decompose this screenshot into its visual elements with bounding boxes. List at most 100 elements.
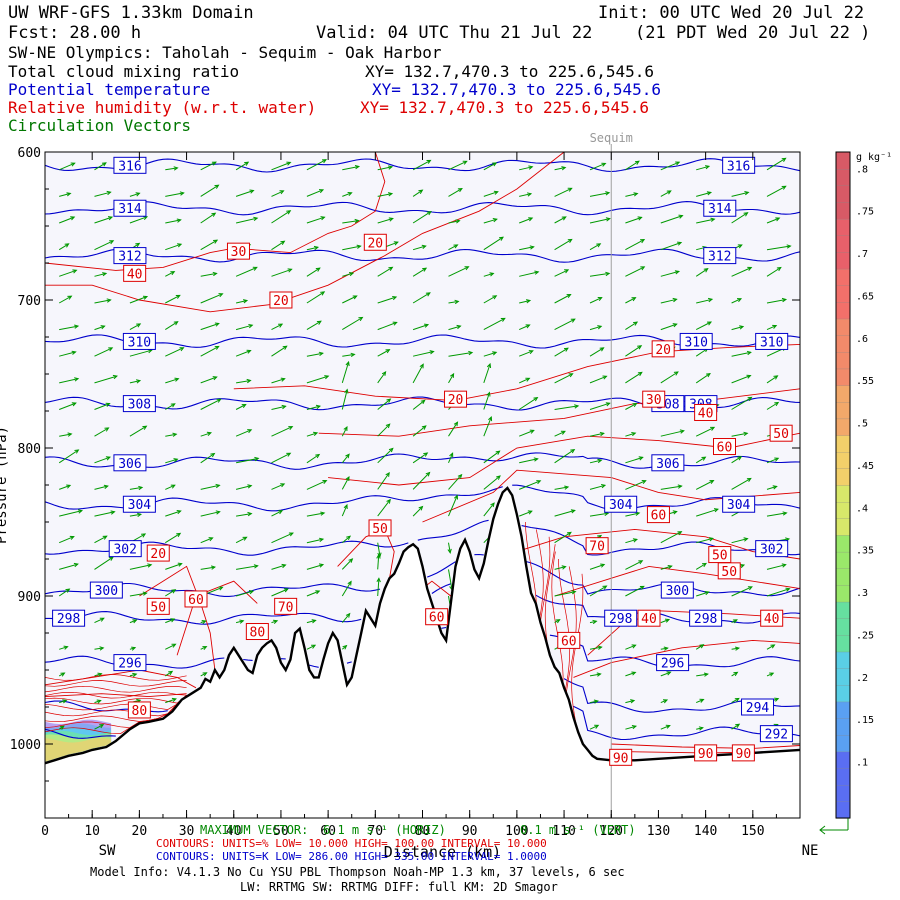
circulation-vector-head xyxy=(210,565,217,570)
circulation-vector-head xyxy=(247,484,253,489)
circulation-vector-head xyxy=(450,372,455,378)
circulation-vector xyxy=(165,589,176,597)
circulation-vector-head xyxy=(346,535,352,541)
circulation-vector xyxy=(94,347,113,357)
rh-label: 60 xyxy=(717,441,733,456)
circulation-vector-head xyxy=(564,485,570,490)
circulation-vector-head xyxy=(641,480,647,485)
circulation-vector-head xyxy=(102,535,108,540)
circulation-vector xyxy=(58,243,69,251)
circulation-vector-head xyxy=(142,295,149,300)
circulation-vector xyxy=(200,184,219,197)
rh-label: 70 xyxy=(278,600,294,615)
circulation-vector xyxy=(94,511,115,517)
circulation-vector xyxy=(94,240,114,251)
theta-label: 298 xyxy=(694,612,717,627)
circulation-vector xyxy=(306,538,324,544)
circulation-vector-head xyxy=(675,161,681,166)
rh-contour-info: CONTOURS: UNITS=% LOW= 10.000 HIGH= 100.… xyxy=(156,837,547,850)
circulation-vector-head xyxy=(457,473,463,479)
rh-label-box xyxy=(585,537,609,555)
circulation-vector xyxy=(377,578,380,597)
colorbar-label: .1 xyxy=(856,758,868,769)
circulation-vector-head xyxy=(706,321,713,326)
circulation-vector-head xyxy=(677,531,683,536)
circulation-vector-head xyxy=(171,589,177,594)
circulation-vector-head xyxy=(631,644,637,649)
circulation-vector xyxy=(59,351,76,357)
circulation-vector xyxy=(554,216,567,224)
circulation-vector-head xyxy=(138,485,144,491)
rh-label-box xyxy=(637,609,661,627)
rh-label: 20 xyxy=(273,294,289,309)
circulation-vector-head xyxy=(637,345,643,350)
rh-surface-line xyxy=(44,685,187,693)
circulation-vector-head xyxy=(135,379,142,384)
circulation-vector xyxy=(625,725,637,730)
circulation-vector xyxy=(589,673,601,677)
circulation-vector xyxy=(377,371,387,384)
circulation-vector xyxy=(377,349,390,357)
circulation-vector xyxy=(306,512,325,517)
circulation-vector-head xyxy=(709,479,715,485)
theta-contour-info: CONTOURS: UNITS=K LOW= 286.00 HIGH= 335.… xyxy=(156,850,547,863)
circulation-vector xyxy=(518,397,538,410)
field-rh-name: Relative humidity (w.r.t. water) xyxy=(8,98,317,117)
circulation-vector-head xyxy=(252,266,258,271)
circulation-vector-head xyxy=(377,552,382,558)
field-vectors-name: Circulation Vectors xyxy=(8,116,192,135)
circulation-vector-head xyxy=(212,376,218,381)
circulation-vector xyxy=(271,426,293,437)
circulation-vector xyxy=(412,211,432,224)
theta-contour-line xyxy=(44,248,801,263)
rh-label: 90 xyxy=(736,747,752,762)
circulation-vector xyxy=(625,456,643,464)
circulation-vector-head xyxy=(386,398,392,403)
circulation-vector-head xyxy=(131,646,137,651)
circulation-vector-head xyxy=(663,646,669,651)
circulation-vector-head xyxy=(633,321,639,326)
circulation-vector-head xyxy=(315,404,321,410)
circulation-vectors xyxy=(58,157,792,731)
colorbar-label: .8 xyxy=(856,164,868,175)
theta-label: 306 xyxy=(656,457,679,472)
circulation-vector xyxy=(695,373,711,384)
rh-contour-line xyxy=(554,565,801,597)
circulation-vector-head xyxy=(672,297,678,303)
circulation-vector-head xyxy=(70,216,76,221)
max-vector-label: MAXIMUM VECTOR: xyxy=(200,823,308,837)
circulation-vector xyxy=(94,375,118,384)
circulation-vector-head xyxy=(170,271,176,276)
circulation-vector-head xyxy=(278,323,284,328)
circulation-vector xyxy=(554,238,572,251)
theta-label-box xyxy=(122,332,156,350)
circulation-vector xyxy=(271,161,291,171)
circulation-vector-head xyxy=(492,351,498,356)
circulation-vector xyxy=(589,484,606,490)
circulation-vector-head xyxy=(318,563,325,568)
circulation-vector xyxy=(94,673,102,677)
circulation-vector-head xyxy=(72,269,78,274)
circulation-vector xyxy=(696,218,715,224)
circulation-vector xyxy=(554,347,569,357)
circulation-vector-head xyxy=(602,585,608,590)
circulation-vector-head xyxy=(107,216,114,221)
circulation-vector-head xyxy=(781,157,787,162)
circulation-vector-head xyxy=(215,510,221,515)
circulation-vector xyxy=(59,433,72,437)
field-cloud-xy: XY= 132.7,470.3 to 225.6,545.6 xyxy=(365,62,654,81)
circulation-vector-head xyxy=(343,503,348,510)
circulation-vector-head xyxy=(242,536,248,541)
circulation-vector-head xyxy=(385,471,390,477)
x-axis: 0 10 20 30 40 50 60 70 80 90 100 110 120 130 140 150 SW N… xyxy=(41,152,818,861)
colorbar-segment xyxy=(835,451,851,470)
circulation-vector-head xyxy=(743,431,749,437)
circulation-vector-head xyxy=(447,548,452,554)
theta-label-box xyxy=(113,654,147,672)
circulation-vector xyxy=(200,239,218,251)
colorbar-segment xyxy=(835,434,851,453)
circulation-vector-head xyxy=(74,449,80,454)
circulation-vector-head xyxy=(701,562,707,568)
x-tick-label: 120 xyxy=(600,824,623,839)
circulation-vector xyxy=(271,345,287,357)
